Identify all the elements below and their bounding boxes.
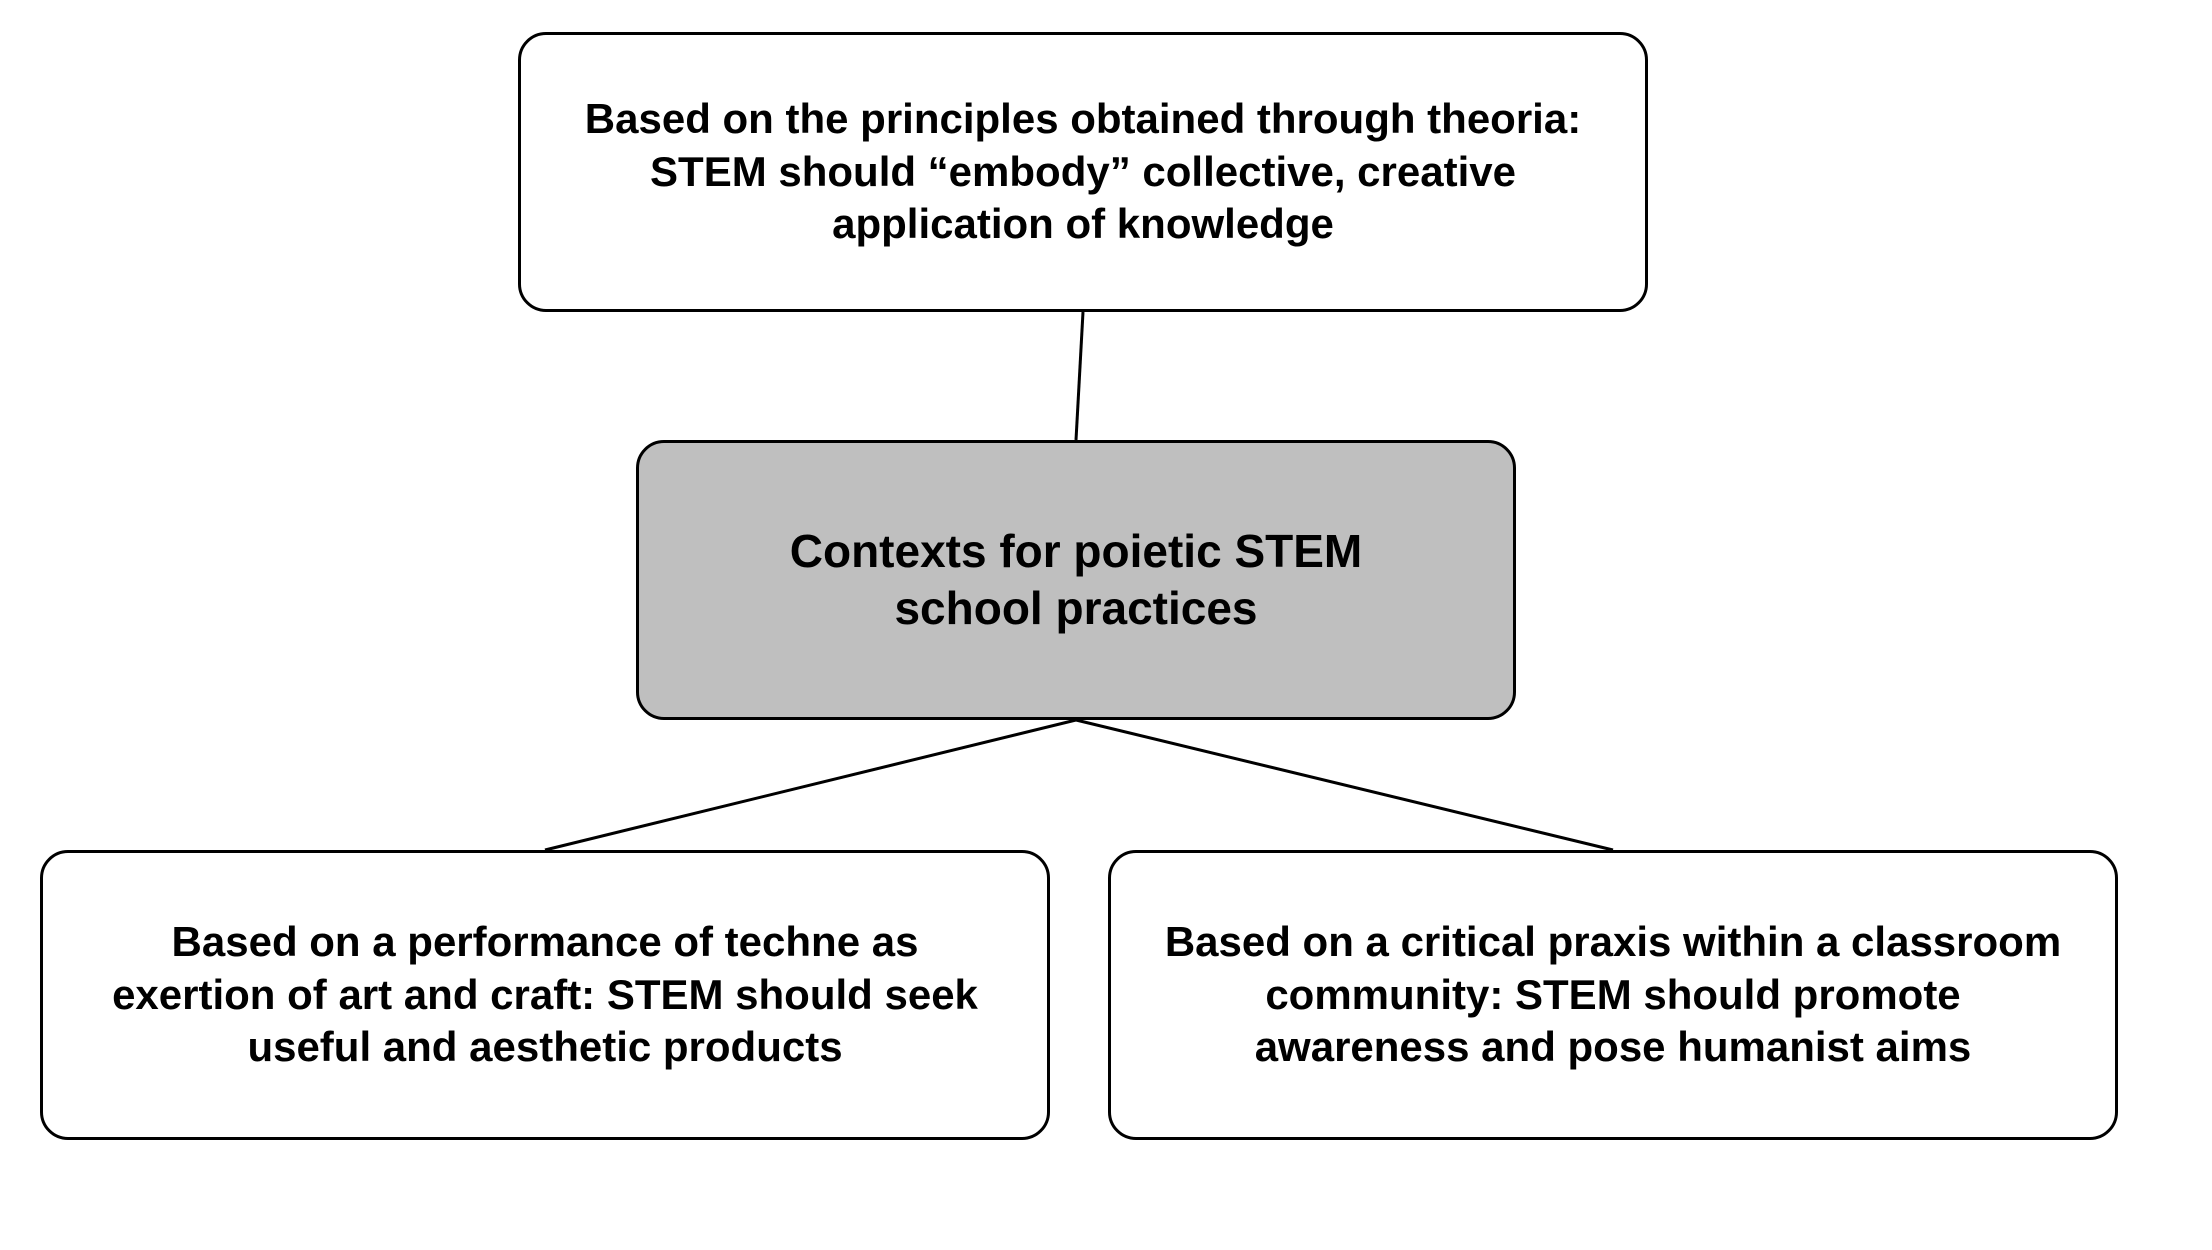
- node-praxis-text: Based on a critical praxis within a clas…: [1161, 916, 2065, 1074]
- edge-center-to-bottom_left: [545, 720, 1076, 850]
- diagram-canvas: Based on the principles obtained through…: [0, 0, 2212, 1250]
- edge-center-to-bottom_right: [1076, 720, 1613, 850]
- node-theoria-text: Based on the principles obtained through…: [581, 93, 1585, 251]
- edge-top-to-center: [1076, 312, 1083, 440]
- node-techne: Based on a performance of techne as exer…: [40, 850, 1050, 1140]
- node-center-text: Contexts for poietic STEM school practic…: [719, 523, 1433, 638]
- node-center-contexts: Contexts for poietic STEM school practic…: [636, 440, 1516, 720]
- node-techne-text: Based on a performance of techne as exer…: [93, 916, 997, 1074]
- node-praxis: Based on a critical praxis within a clas…: [1108, 850, 2118, 1140]
- node-theoria: Based on the principles obtained through…: [518, 32, 1648, 312]
